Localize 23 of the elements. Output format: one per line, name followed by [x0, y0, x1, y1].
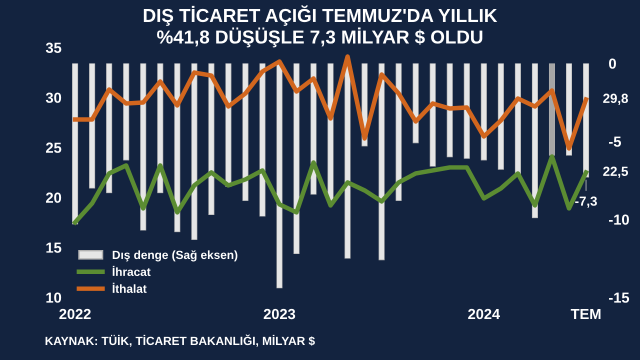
x-tick-label: TEM	[570, 309, 600, 320]
data-label: 22,5	[603, 166, 628, 178]
legend-label: İhracat	[112, 266, 151, 276]
x-tick-label: 2024	[468, 308, 500, 320]
y-tick-label: 25	[46, 142, 62, 153]
x-tick-label: 2023	[264, 308, 296, 320]
chart-title: DIŞ TİCARET AÇIĞI TEMMUZ'DA YILLIK %41,8 DÜŞÜŞLE 7,3 MİLYAR $ OLDU	[144, 5, 498, 48]
y2-tick-label: -15	[609, 292, 630, 303]
y-tick-label: 10	[46, 292, 62, 303]
data-label: -7,3	[575, 196, 597, 208]
x-tick-label: 2022	[59, 308, 91, 320]
y-tick-label: 35	[46, 42, 62, 53]
line-series	[72, 54, 588, 151]
data-label: 29,8	[603, 94, 628, 105]
legend-label: İthalat	[112, 282, 147, 293]
legend-label: Dış denge (Sağ eksen)	[112, 250, 238, 262]
y2-tick-label: -10	[609, 214, 629, 225]
y-tick-label: 15	[46, 242, 62, 253]
y2-tick-label: -5	[609, 136, 622, 147]
y2-tick-label: 0	[609, 58, 616, 69]
text: KAYNAK: TÜİK, TİCARET BAKANLIĞI, MİLYAR $	[46, 334, 315, 347]
y-tick-label: 30	[46, 92, 62, 103]
y-tick-label: 20	[46, 192, 62, 203]
